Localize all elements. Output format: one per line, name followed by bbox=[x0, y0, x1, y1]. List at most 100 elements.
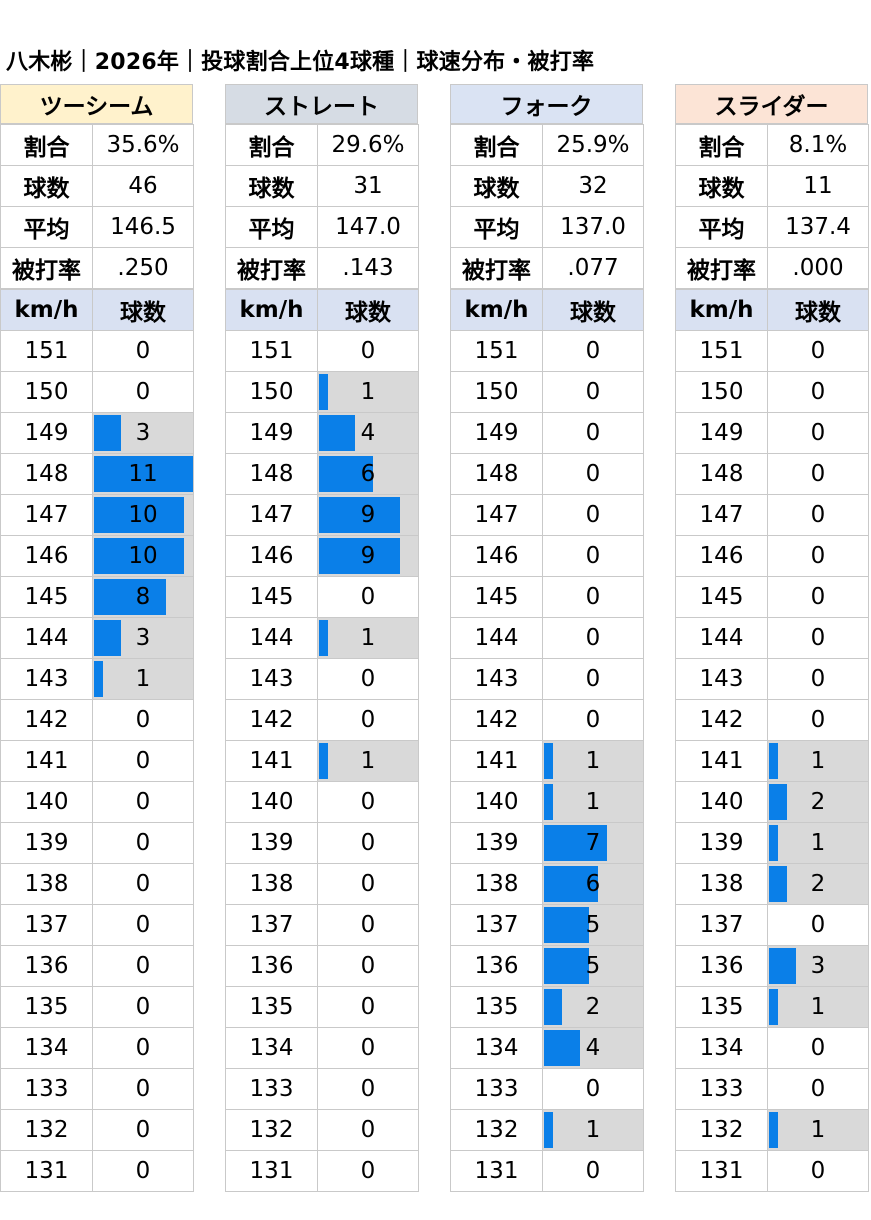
speed-row: 137 0 bbox=[675, 904, 869, 946]
speed-row: 144 0 bbox=[450, 617, 644, 659]
count-bar bbox=[544, 907, 589, 943]
stat-row: 被打率 .250 bbox=[0, 247, 194, 289]
count-bar bbox=[319, 497, 400, 533]
speed-label: 135 bbox=[225, 986, 318, 1028]
count-bar bbox=[94, 456, 193, 492]
count-value: 0 bbox=[810, 502, 826, 528]
speed-row: 136 3 bbox=[675, 945, 869, 987]
count-value: 0 bbox=[810, 543, 826, 569]
stat-label: 球数 bbox=[0, 165, 93, 207]
count-cell: 0 bbox=[317, 1068, 419, 1110]
stat-value: 147.0 bbox=[317, 206, 419, 248]
count-column-header: 球数 bbox=[767, 289, 869, 331]
speed-column-header: km/h bbox=[675, 289, 768, 331]
speed-label: 132 bbox=[0, 1109, 93, 1151]
stat-row: 平均 146.5 bbox=[0, 206, 194, 248]
count-value: 0 bbox=[360, 338, 376, 364]
count-cell: 3 bbox=[92, 617, 194, 659]
speed-label: 134 bbox=[675, 1027, 768, 1069]
count-cell: 0 bbox=[92, 371, 194, 413]
count-cell: 1 bbox=[92, 658, 194, 700]
count-cell: 0 bbox=[317, 1027, 419, 1069]
count-cell: 0 bbox=[767, 412, 869, 454]
speed-label: 137 bbox=[0, 904, 93, 946]
speed-row: 149 0 bbox=[675, 412, 869, 454]
count-cell: 0 bbox=[542, 535, 644, 577]
speed-label: 145 bbox=[450, 576, 543, 618]
speed-label: 136 bbox=[225, 945, 318, 987]
speed-row: 139 7 bbox=[450, 822, 644, 864]
speed-label: 131 bbox=[675, 1150, 768, 1192]
speed-row: 150 1 bbox=[225, 371, 419, 413]
pitch-panel: ストレート 割合 29.6% 球数 31 平均 147.0 被打率 .143 km/h 球数 151 0… bbox=[225, 84, 419, 1192]
count-cell: 0 bbox=[542, 330, 644, 372]
stat-row: 平均 137.4 bbox=[675, 206, 869, 248]
count-cell: 0 bbox=[317, 576, 419, 618]
speed-row: 134 4 bbox=[450, 1027, 644, 1069]
count-value: 0 bbox=[135, 830, 151, 856]
count-cell: 0 bbox=[767, 1027, 869, 1069]
speed-column-header: km/h bbox=[0, 289, 93, 331]
count-cell: 1 bbox=[767, 822, 869, 864]
count-value: 0 bbox=[585, 707, 601, 733]
count-value: 0 bbox=[585, 379, 601, 405]
count-value: 0 bbox=[585, 1076, 601, 1102]
count-value: 0 bbox=[810, 707, 826, 733]
count-cell: 5 bbox=[542, 904, 644, 946]
count-value: 0 bbox=[360, 1035, 376, 1061]
column-header-row: km/h 球数 bbox=[0, 289, 194, 331]
speed-label: 142 bbox=[450, 699, 543, 741]
stat-label: 被打率 bbox=[225, 247, 318, 289]
count-cell: 0 bbox=[317, 863, 419, 905]
speed-label: 139 bbox=[225, 822, 318, 864]
speed-label: 145 bbox=[675, 576, 768, 618]
count-cell: 0 bbox=[317, 330, 419, 372]
speed-row: 136 0 bbox=[225, 945, 419, 987]
column-header-row: km/h 球数 bbox=[225, 289, 419, 331]
count-value: 5 bbox=[585, 953, 601, 979]
count-value: 7 bbox=[585, 830, 601, 856]
count-bar bbox=[769, 948, 796, 984]
speed-label: 137 bbox=[675, 904, 768, 946]
stat-label: 平均 bbox=[450, 206, 543, 248]
speed-label: 149 bbox=[225, 412, 318, 454]
speed-row: 132 0 bbox=[225, 1109, 419, 1151]
speed-row: 145 8 bbox=[0, 576, 194, 618]
count-cell: 0 bbox=[92, 740, 194, 782]
count-value: 2 bbox=[810, 871, 826, 897]
stat-row: 球数 46 bbox=[0, 165, 194, 207]
count-cell: 0 bbox=[542, 658, 644, 700]
count-cell: 9 bbox=[317, 494, 419, 536]
speed-row: 151 0 bbox=[675, 330, 869, 372]
speed-row: 140 1 bbox=[450, 781, 644, 823]
speed-row: 142 0 bbox=[450, 699, 644, 741]
speed-label: 138 bbox=[225, 863, 318, 905]
speed-label: 140 bbox=[0, 781, 93, 823]
stat-row: 割合 35.6% bbox=[0, 124, 194, 166]
count-cell: 0 bbox=[542, 699, 644, 741]
speed-row: 143 0 bbox=[450, 658, 644, 700]
stat-row: 球数 11 bbox=[675, 165, 869, 207]
count-cell: 0 bbox=[767, 617, 869, 659]
speed-label: 151 bbox=[450, 330, 543, 372]
count-value: 0 bbox=[135, 1158, 151, 1184]
pitch-panel: ツーシーム 割合 35.6% 球数 46 平均 146.5 被打率 .250 km/h 球数 151 0… bbox=[0, 84, 194, 1192]
stat-value: 8.1% bbox=[767, 124, 869, 166]
count-value: 3 bbox=[810, 953, 826, 979]
count-value: 0 bbox=[360, 789, 376, 815]
count-cell: 0 bbox=[317, 699, 419, 741]
speed-label: 139 bbox=[0, 822, 93, 864]
speed-row: 134 0 bbox=[0, 1027, 194, 1069]
speed-label: 138 bbox=[675, 863, 768, 905]
count-cell: 0 bbox=[542, 453, 644, 495]
speed-label: 144 bbox=[0, 617, 93, 659]
count-cell: 0 bbox=[542, 576, 644, 618]
speed-label: 147 bbox=[0, 494, 93, 536]
speed-row: 150 0 bbox=[0, 371, 194, 413]
count-value: 0 bbox=[810, 379, 826, 405]
speed-distribution-table: km/h 球数 151 0 150 0 149 3 148 11 147 10 146 10 145 8 144… bbox=[0, 289, 194, 1192]
speed-label: 133 bbox=[0, 1068, 93, 1110]
stat-row: 被打率 .000 bbox=[675, 247, 869, 289]
speed-row: 148 6 bbox=[225, 453, 419, 495]
speed-label: 140 bbox=[225, 781, 318, 823]
